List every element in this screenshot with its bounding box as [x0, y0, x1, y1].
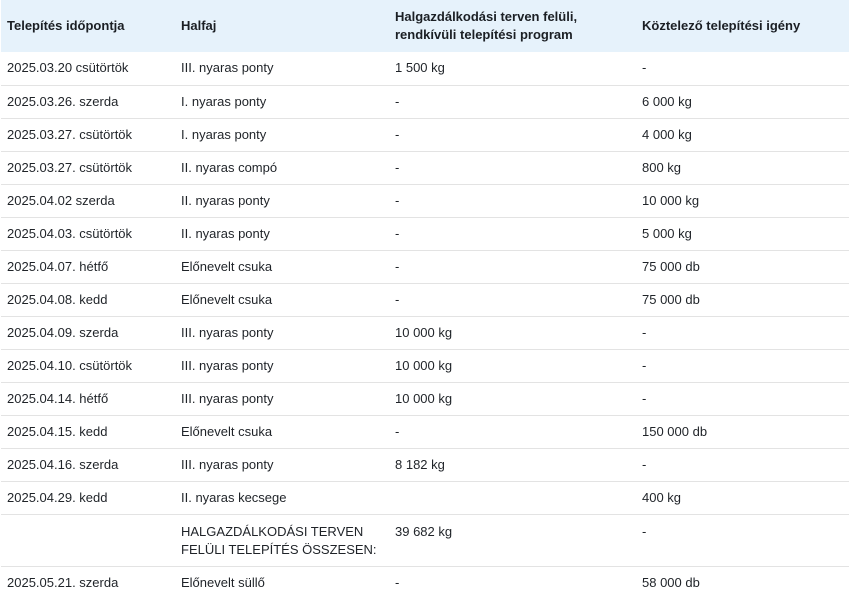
table-row: 2025.03.26. szerda I. nyaras ponty - 6 000 …: [1, 85, 849, 118]
table-body: 2025.03.20 csütörtök III. nyaras ponty 1 5…: [1, 52, 849, 599]
cell-date: 2025.04.16. szerda: [7, 456, 119, 472]
table-row: 2025.03.20 csütörtök III. nyaras ponty 1 5…: [1, 52, 849, 85]
cell-mandatory-demand: 75 000 db: [642, 258, 700, 274]
cell-date: 2025.04.08. kedd: [7, 291, 108, 307]
cell-species: I. nyaras ponty: [181, 126, 267, 142]
cell-extra-program: -: [395, 574, 400, 590]
cell-date: 2025.03.27. csütörtök: [7, 126, 133, 142]
table-row: 2025.04.14. hétfő III. nyaras ponty 10 000…: [1, 382, 849, 415]
cell-mandatory-demand: 150 000 db: [642, 423, 708, 439]
cell-species: Előnevelt süllő: [181, 574, 265, 590]
cell-mandatory-demand: -: [642, 390, 647, 406]
table-row: 2025.04.08. kedd Előnevelt csuka - 75 000 d…: [1, 283, 849, 316]
cell-species: I. nyaras ponty: [181, 93, 267, 109]
cell-date: 2025.03.20 csütörtök: [7, 60, 129, 76]
table-row: 2025.04.16. szerda III. nyaras ponty 8 182…: [1, 448, 849, 481]
table-row: 2025.05.21. szerda Előnevelt süllő - 58 000…: [1, 566, 849, 599]
cell-extra-program: -: [395, 423, 400, 439]
header-species: Halfaj: [181, 18, 217, 33]
cell-extra-program: 10 000 kg: [395, 390, 453, 406]
cell-date: 2025.04.02 szerda: [7, 192, 115, 208]
cell-date: 2025.04.07. hétfő: [7, 258, 109, 274]
table-row: 2025.04.07. hétfő Előnevelt csuka - 75 000 …: [1, 250, 849, 283]
cell-date: 2025.04.10. csütörtök: [7, 357, 133, 373]
cell-species: Előnevelt csuka: [181, 423, 273, 439]
cell-date: 2025.03.26. szerda: [7, 93, 119, 109]
cell-species: Előnevelt csuka: [181, 291, 273, 307]
header-mandatory-demand: Köztelező telepítési igény: [642, 18, 801, 33]
cell-extra-program: 10 000 kg: [395, 357, 453, 373]
cell-date: 2025.04.29. kedd: [7, 489, 108, 505]
table-row: 2025.04.09. szerda III. nyaras ponty 10 00…: [1, 316, 849, 349]
cell-species: III. nyaras ponty: [181, 456, 274, 472]
cell-date: 2025.05.21. szerda: [7, 574, 119, 590]
cell-species: III. nyaras ponty: [181, 324, 274, 340]
cell-extra-program: -: [395, 126, 400, 142]
cell-species: III. nyaras ponty: [181, 60, 274, 76]
table-row: HALGAZDÁLKODÁSI TERVEN FELÜLI TELEPÍTÉS …: [1, 514, 849, 566]
cell-mandatory-demand: -: [642, 523, 647, 539]
table-row: 2025.04.15. kedd Előnevelt csuka - 150 000 …: [1, 415, 849, 448]
cell-date: 2025.03.27. csütörtök: [7, 159, 133, 175]
cell-extra-program: [389, 481, 636, 514]
table-row: 2025.04.02 szerda II. nyaras ponty - 10 000…: [1, 184, 849, 217]
cell-species: II. nyaras compó: [181, 159, 278, 175]
cell-mandatory-demand: 4 000 kg: [642, 126, 692, 142]
cell-mandatory-demand: 5 000 kg: [642, 225, 692, 241]
cell-mandatory-demand: 75 000 db: [642, 291, 700, 307]
cell-extra-program: -: [395, 192, 400, 208]
cell-species: III. nyaras ponty: [181, 357, 274, 373]
cell-mandatory-demand: -: [642, 60, 647, 76]
cell-extra-program: -: [395, 93, 400, 109]
table-row: 2025.03.27. csütörtök II. nyaras compó - 80…: [1, 151, 849, 184]
cell-extra-program: 10 000 kg: [395, 324, 453, 340]
cell-species: II. nyaras kecsege: [181, 489, 287, 505]
cell-mandatory-demand: 10 000 kg: [642, 192, 700, 208]
stocking-schedule-table: Telepítés időpontja Halfaj Halgazdálkodá…: [1, 0, 849, 599]
cell-extra-program: -: [395, 291, 400, 307]
cell-extra-program: 39 682 kg: [395, 523, 453, 539]
cell-date: 2025.04.14. hétfő: [7, 390, 109, 406]
header-date: Telepítés időpontja: [7, 18, 125, 33]
cell-species: II. nyaras ponty: [181, 225, 270, 241]
cell-species: HALGAZDÁLKODÁSI TERVEN FELÜLI TELEPÍTÉS …: [181, 523, 377, 557]
table-row: 2025.04.10. csütörtök III. nyaras ponty 10…: [1, 349, 849, 382]
header-extra-program: Halgazdálkodási terven felüli, rendkívül…: [395, 9, 578, 42]
cell-date: 2025.04.03. csütörtök: [7, 225, 133, 241]
cell-extra-program: 8 182 kg: [395, 456, 445, 472]
cell-extra-program: -: [395, 225, 400, 241]
cell-mandatory-demand: 800 kg: [642, 159, 682, 175]
cell-extra-program: 1 500 kg: [395, 60, 445, 76]
cell-mandatory-demand: 400 kg: [642, 489, 682, 505]
cell-date: 2025.04.15. kedd: [7, 423, 108, 439]
cell-mandatory-demand: -: [642, 357, 647, 373]
cell-mandatory-demand: 58 000 db: [642, 574, 700, 590]
header-row: Telepítés időpontja Halfaj Halgazdálkodá…: [1, 0, 849, 52]
table-row: 2025.03.27. csütörtök I. nyaras ponty - 4 0…: [1, 118, 849, 151]
cell-date: [1, 514, 175, 566]
cell-species: Előnevelt csuka: [181, 258, 273, 274]
cell-species: II. nyaras ponty: [181, 192, 270, 208]
table-row: 2025.04.29. kedd II. nyaras kecsege 400 kg: [1, 481, 849, 514]
table-row: 2025.04.03. csütörtök II. nyaras ponty - 5 …: [1, 217, 849, 250]
cell-date: 2025.04.09. szerda: [7, 324, 119, 340]
cell-species: III. nyaras ponty: [181, 390, 274, 406]
cell-mandatory-demand: -: [642, 324, 647, 340]
cell-mandatory-demand: -: [642, 456, 647, 472]
cell-extra-program: -: [395, 159, 400, 175]
table-header: Telepítés időpontja Halfaj Halgazdálkodá…: [1, 0, 849, 52]
cell-extra-program: -: [395, 258, 400, 274]
cell-mandatory-demand: 6 000 kg: [642, 93, 692, 109]
